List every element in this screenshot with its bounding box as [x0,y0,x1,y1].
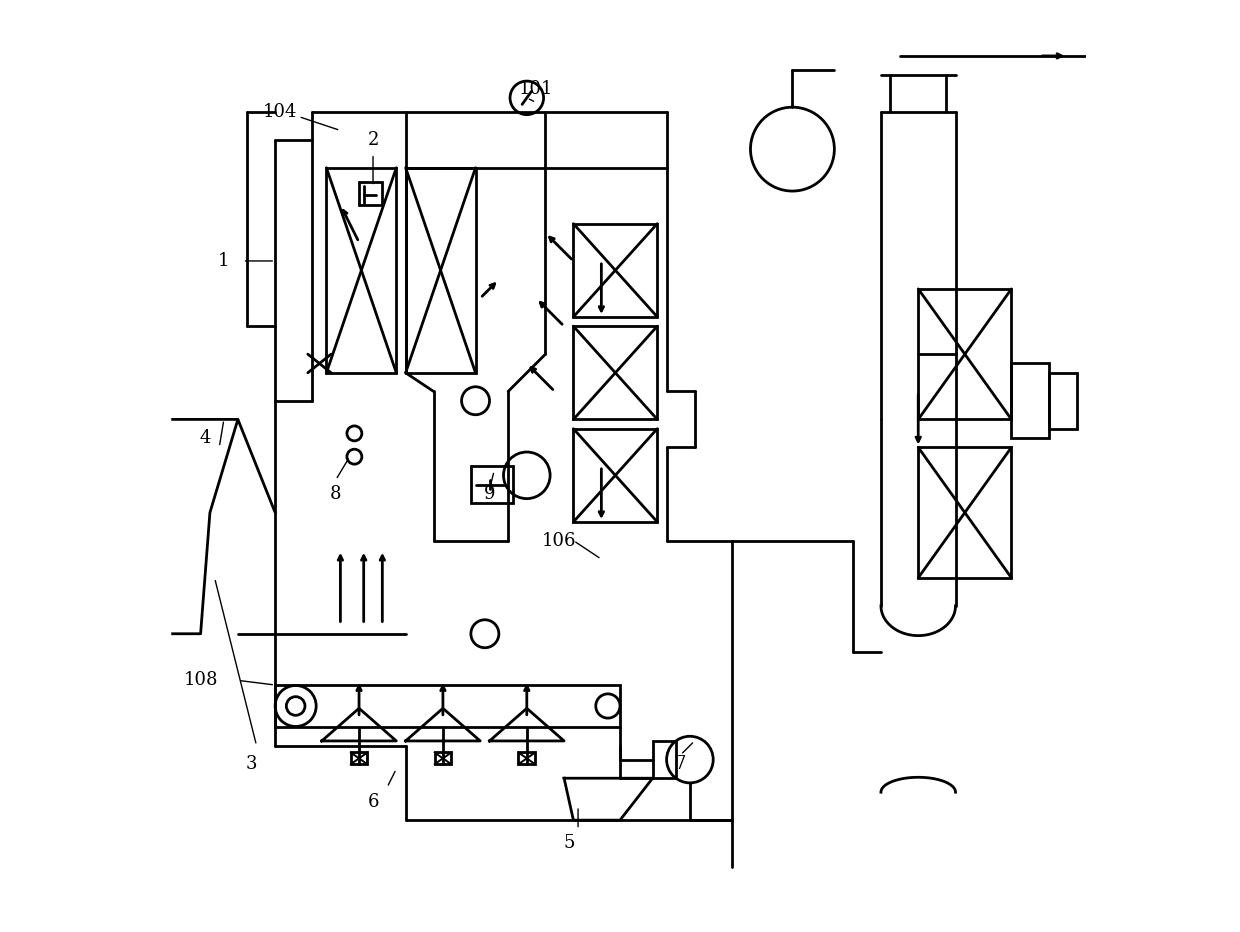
Bar [405,168,476,373]
Bar [326,168,397,373]
Bar [919,447,1012,578]
Text: 3: 3 [246,755,258,774]
Bar [573,224,657,317]
Bar [275,685,620,727]
Text: 2: 2 [367,130,378,149]
Bar [351,752,367,764]
Bar [1012,363,1049,438]
Text: 7: 7 [675,755,686,774]
Text: 9: 9 [484,485,495,503]
Bar [919,289,1012,419]
Bar [573,429,657,522]
Text: 8: 8 [330,485,341,503]
Text: 4: 4 [200,429,211,447]
Text: 6: 6 [367,792,378,811]
Bar [1049,373,1076,429]
Text: 108: 108 [184,671,218,690]
Bar [360,182,382,205]
Bar [518,752,536,764]
Bar [434,752,451,764]
Bar [573,326,657,419]
Text: 5: 5 [563,834,574,853]
Text: 104: 104 [263,103,298,121]
Text: 101: 101 [518,79,553,98]
Text: 1: 1 [218,252,229,270]
Text: 106: 106 [542,531,577,550]
Bar [652,741,676,778]
Bar [471,466,513,503]
